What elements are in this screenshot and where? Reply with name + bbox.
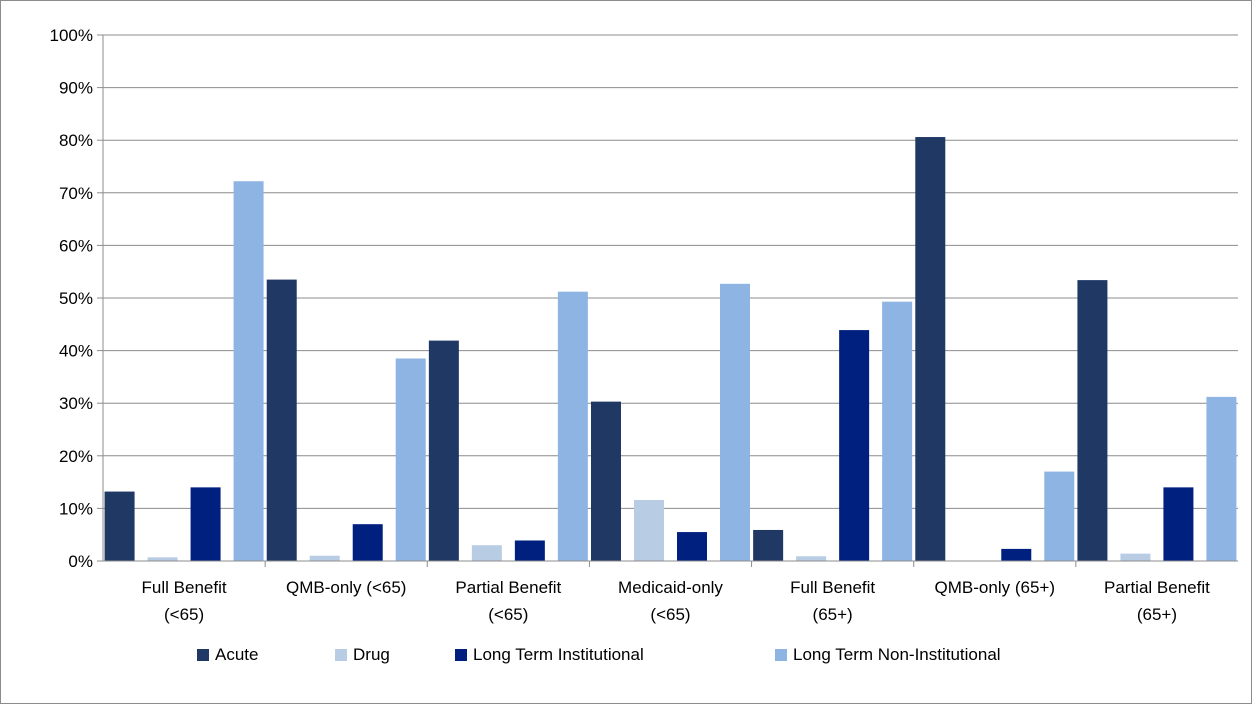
y-tick-label: 30% [59, 394, 93, 413]
legend-label: Long Term Institutional [473, 645, 644, 664]
bar-long-term-non-institutional [558, 292, 588, 561]
x-category-label: QMB-only (65+) [935, 578, 1055, 597]
x-category-label: Partial Benefit [1104, 578, 1210, 597]
bar-long-term-non-institutional [396, 358, 426, 561]
legend-swatch [197, 649, 209, 661]
bar-drug [310, 556, 340, 561]
bar-drug [148, 557, 178, 561]
bar-acute [105, 492, 135, 561]
bar-long-term-institutional [677, 532, 707, 561]
x-category-label: Medicaid-only [618, 578, 723, 597]
y-tick-label: 80% [59, 131, 93, 150]
y-tick-label: 10% [59, 499, 93, 518]
bar-long-term-institutional [839, 330, 869, 561]
bar-long-term-non-institutional [882, 302, 912, 561]
x-category-label: (<65) [164, 605, 204, 624]
bar-long-term-institutional [191, 487, 221, 561]
legend-label: Drug [353, 645, 390, 664]
y-tick-label: 50% [59, 289, 93, 308]
bar-acute [267, 280, 297, 561]
bar-drug [634, 500, 664, 561]
bar-long-term-institutional [1001, 549, 1031, 561]
bar-acute [753, 530, 783, 561]
x-category-label: Full Benefit [142, 578, 227, 597]
bars [105, 137, 1237, 561]
y-tick-label: 100% [50, 26, 93, 45]
y-tick-label: 20% [59, 447, 93, 466]
legend-swatch [455, 649, 467, 661]
x-category-label: Full Benefit [790, 578, 875, 597]
x-category-label: (<65) [488, 605, 528, 624]
legend-swatch [335, 649, 347, 661]
bar-long-term-non-institutional [1206, 397, 1236, 561]
bar-long-term-institutional [1163, 487, 1193, 561]
x-category-label: (65+) [813, 605, 853, 624]
bar-acute [1077, 280, 1107, 561]
legend-label: Acute [215, 645, 258, 664]
bar-drug [1120, 554, 1150, 561]
bar-drug [472, 545, 502, 561]
x-category-label: (<65) [650, 605, 690, 624]
y-tick-label: 90% [59, 79, 93, 98]
y-tick-label: 70% [59, 184, 93, 203]
bar-acute [591, 402, 621, 561]
x-category-label: QMB-only (<65) [286, 578, 406, 597]
y-tick-label: 60% [59, 236, 93, 255]
legend: Acute Drug Long Term Institutional Long Ter… [197, 645, 1001, 664]
y-tick-label: 40% [59, 342, 93, 361]
y-axis-ticks: 0% 10% 20% 30% 40% 50% 60% 70% 80% 90% 100% [50, 26, 103, 571]
x-category-label: Partial Benefit [455, 578, 561, 597]
bar-acute [915, 137, 945, 561]
legend-swatch [775, 649, 787, 661]
legend-label: Long Term Non-Institutional [793, 645, 1001, 664]
bar-long-term-institutional [515, 540, 545, 561]
bar-long-term-non-institutional [234, 181, 264, 561]
x-axis-categories: Full Benefit (<65) QMB-only (<65) Partial B… [142, 578, 1211, 624]
y-tick-label: 0% [68, 552, 93, 571]
bar-long-term-non-institutional [1044, 472, 1074, 561]
bar-long-term-institutional [353, 524, 383, 561]
bar-long-term-non-institutional [720, 284, 750, 561]
x-category-label: (65+) [1137, 605, 1177, 624]
bar-acute [429, 341, 459, 561]
bar-drug [796, 556, 826, 561]
